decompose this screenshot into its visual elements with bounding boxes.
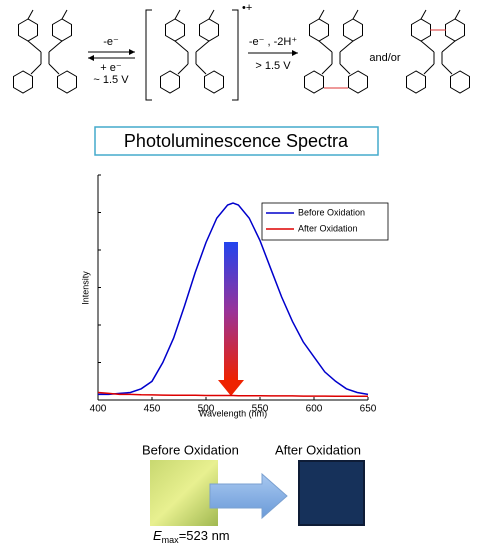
emax-value: =523 nm <box>179 528 230 543</box>
data-line <box>97 391 368 398</box>
transition-arrow <box>209 472 288 520</box>
bond <box>195 63 207 75</box>
arrow-head <box>292 50 298 56</box>
photo-before <box>150 460 218 526</box>
bond <box>195 40 210 53</box>
ring <box>309 18 329 42</box>
decrease-arrow <box>224 242 238 380</box>
decrease-arrow-head <box>218 380 244 396</box>
ring <box>406 70 426 94</box>
label: ~ 1.5 V <box>93 74 129 86</box>
arrow-head <box>129 49 135 55</box>
label: •+ <box>242 2 252 14</box>
bond <box>420 40 435 53</box>
y-axis-label: Intensity <box>80 271 90 305</box>
photos: Before Oxidation After Oxidation Emax=52… <box>142 442 365 545</box>
title-box <box>94 126 379 156</box>
bond <box>318 40 333 53</box>
bond <box>174 40 189 53</box>
legend-label: After Oxidation <box>298 223 358 233</box>
ring <box>411 18 431 42</box>
bond <box>352 9 359 20</box>
ring <box>165 18 185 42</box>
photo-label: Before Oxidation <box>142 442 239 457</box>
ring <box>450 70 470 94</box>
bond <box>321 63 333 75</box>
bond <box>61 9 68 20</box>
bond <box>318 9 325 20</box>
bond <box>339 40 354 53</box>
emax-symbol: E <box>153 528 162 543</box>
ring <box>204 70 224 94</box>
bond <box>48 40 63 53</box>
x-tick-label: 650 <box>360 404 377 415</box>
x-tick-label: 450 <box>144 404 161 415</box>
ring <box>13 70 33 94</box>
label: -e⁻ <box>103 36 119 48</box>
chart-title: Photoluminescence Spectra <box>124 131 349 151</box>
bond <box>420 9 427 20</box>
bond <box>48 63 60 75</box>
ring <box>343 18 363 42</box>
bond <box>441 40 456 53</box>
x-tick-label: 400 <box>90 404 107 415</box>
x-axis-label: Wavelength (nm) <box>199 408 267 418</box>
bond <box>423 63 435 75</box>
bond <box>27 40 42 53</box>
ring <box>18 18 38 42</box>
bond <box>177 63 189 75</box>
photo-label: After Oxidation <box>275 442 361 457</box>
ring <box>348 70 368 94</box>
data-line <box>98 202 369 396</box>
legend-label: Before Oxidation <box>298 207 365 217</box>
photo-glow <box>300 462 363 524</box>
emax-label: Emax=523 nm <box>153 528 230 545</box>
bond <box>174 9 181 20</box>
ring <box>199 18 219 42</box>
ring <box>445 18 465 42</box>
legend-box <box>261 202 389 241</box>
x-tick-label: 500 <box>198 404 215 415</box>
bond <box>454 9 461 20</box>
arrow-head <box>88 55 94 61</box>
label: + e⁻ <box>100 62 122 74</box>
ring <box>304 70 324 94</box>
bond <box>339 63 351 75</box>
bond <box>208 9 215 20</box>
ring <box>52 18 72 42</box>
reaction-scheme: -e⁻ + e⁻ ~ 1.5 V •+ -e⁻ , -2H⁺ > 1.5 V a… <box>13 2 470 101</box>
ring <box>160 70 180 94</box>
label: and/or <box>369 52 401 64</box>
x-tick-label: 550 <box>252 404 269 415</box>
bond <box>441 63 453 75</box>
bond <box>30 63 42 75</box>
label: > 1.5 V <box>255 60 291 72</box>
label: -e⁻ , -2H⁺ <box>249 36 297 48</box>
emax-subscript: max <box>162 535 180 545</box>
bond <box>27 9 34 20</box>
bracket <box>145 9 239 101</box>
x-tick-label: 600 <box>306 404 323 415</box>
ring <box>57 70 77 94</box>
